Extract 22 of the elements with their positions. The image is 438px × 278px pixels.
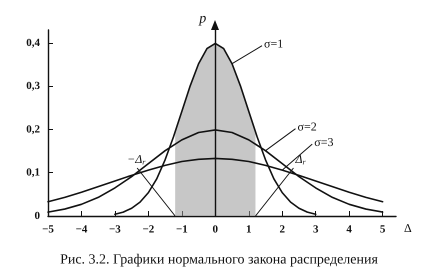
y-axis-title: p [198,12,206,26]
x-tick-label: −4 [76,224,88,236]
x-tick-label: 5 [380,224,386,236]
y-tick-label: 0,2 [26,123,40,136]
x-tick-label: 3 [312,224,319,236]
x-axis-title: Δ [404,221,412,235]
y-tick-label: 0,1 [26,166,40,179]
x-tick-label: 4 [346,224,352,236]
text: σ=3 [314,135,334,150]
y-tick-label: 0,4 [26,36,40,49]
y-tick-label: 0,3 [26,80,40,92]
x-tick-label: 1 [246,224,252,236]
y-tick-label: 0 [34,210,40,222]
x-tick-label: 0 [212,224,219,236]
x-tick-label: −1 [176,224,188,236]
x-tick-label: −5 [42,224,54,236]
x-tick-label: 2 [279,224,286,236]
x-tick-label: −3 [109,224,122,236]
text: σ=1 [264,36,284,51]
text: Рис. 3.2. Графики нормального закона распределения [60,252,378,268]
text: σ=2 [298,120,317,134]
x-tick-label: −2 [142,224,155,236]
